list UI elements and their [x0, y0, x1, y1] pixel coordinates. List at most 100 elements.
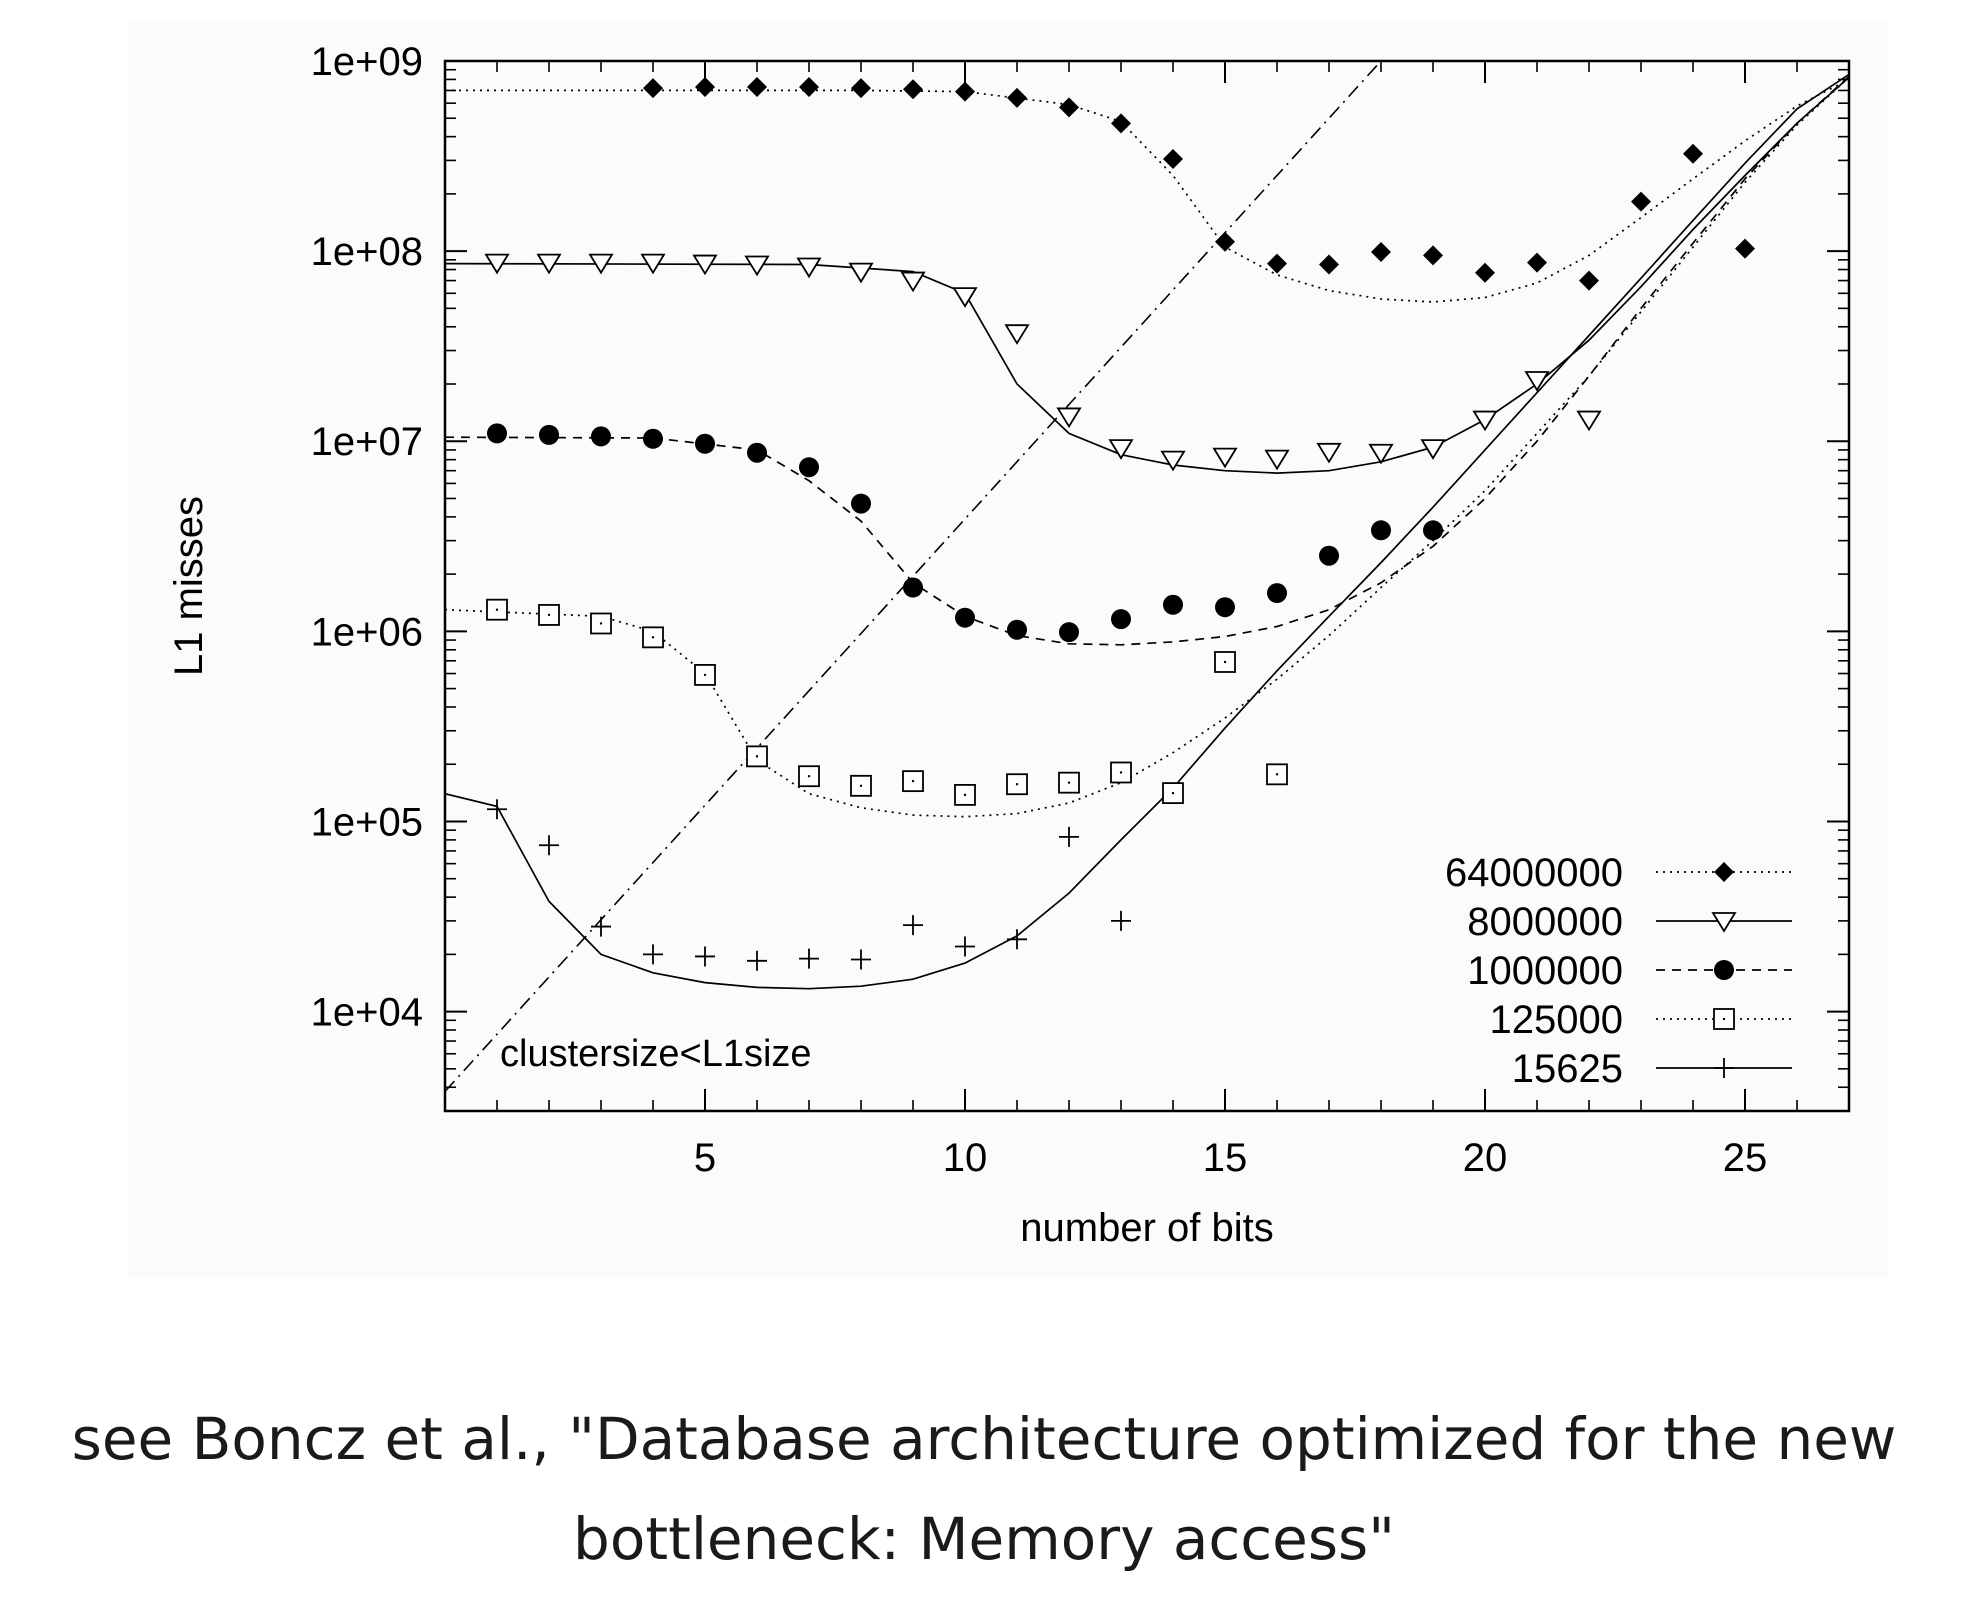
x-tick-label-5: 5 — [694, 1136, 716, 1180]
point-1000000-2 — [591, 426, 611, 447]
point-1000000-3 — [643, 428, 663, 449]
point-8000000-7 — [848, 262, 874, 284]
point-1000000-5 — [747, 442, 767, 463]
plot-frame — [443, 59, 1851, 1113]
point-64000000-18 — [1579, 270, 1599, 291]
point-8000000-4 — [692, 254, 718, 276]
point-64000000-11 — [1215, 231, 1235, 252]
point-8000000-1 — [536, 253, 562, 275]
point-1000000-11 — [1059, 622, 1079, 643]
point-125000-9 — [954, 783, 976, 806]
point-64000000-19 — [1631, 191, 1651, 212]
legend-label-15625: 15625 — [1512, 1047, 1623, 1091]
point-125000-6 — [798, 765, 820, 788]
point-64000000-21 — [1735, 238, 1755, 259]
point-8000000-2 — [588, 253, 614, 275]
point-1000000-4 — [695, 433, 715, 454]
point-15625-6 — [799, 948, 819, 969]
point-1000000-17 — [1371, 520, 1391, 541]
x-tick-label-15: 15 — [1203, 1136, 1248, 1180]
x-tick-label-25: 25 — [1723, 1136, 1768, 1180]
point-125000-7 — [850, 774, 872, 797]
point-15625-4 — [695, 946, 715, 967]
legend-label-1000000: 1000000 — [1467, 949, 1623, 993]
point-125000-14 — [1214, 651, 1236, 673]
point-1000000-12 — [1111, 609, 1131, 630]
point-8000000-8 — [900, 271, 926, 293]
legend-marker-15625 — [1714, 1058, 1734, 1078]
point-8000000-0 — [484, 253, 510, 275]
point-64000000-16 — [1475, 262, 1495, 283]
point-1000000-10 — [1007, 619, 1027, 640]
point-8000000-20 — [1524, 371, 1550, 392]
x-tick-label-10: 10 — [943, 1136, 988, 1180]
point-8000000-11 — [1056, 407, 1082, 429]
point-125000-12 — [1110, 761, 1132, 784]
point-1000000-6 — [799, 457, 819, 478]
point-8000000-15 — [1264, 449, 1290, 471]
point-125000-13 — [1162, 782, 1184, 805]
point-1000000-16 — [1319, 545, 1339, 566]
point-64000000-1 — [695, 76, 715, 97]
point-8000000-14 — [1212, 447, 1238, 469]
point-125000-4 — [694, 664, 716, 686]
point-64000000-12 — [1267, 253, 1287, 274]
point-125000-11 — [1058, 771, 1080, 794]
point-8000000-6 — [796, 257, 822, 279]
point-8000000-3 — [640, 253, 666, 275]
point-1000000-0 — [487, 423, 507, 444]
point-8000000-10 — [1004, 324, 1030, 345]
annotation-clustersize: clustersize<L1size — [500, 1033, 812, 1075]
point-8000000-9 — [952, 287, 978, 308]
point-15625-7 — [851, 949, 871, 970]
point-64000000-17 — [1527, 252, 1547, 273]
legend: 64000000 8000000 1000000 125000 15625 — [1445, 851, 1792, 1091]
point-125000-8 — [902, 770, 924, 793]
point-64000000-5 — [903, 79, 923, 100]
point-15625-2 — [591, 916, 611, 937]
axis-ticks: 1e+04 1e+05 1e+06 1e+07 1e+08 1e+09 5 10 15 20 25 — [311, 40, 1849, 1180]
fit-line-15625 — [445, 73, 1849, 990]
y-tick-label-1e+07: 1e+07 — [311, 420, 423, 464]
point-125000-2 — [590, 612, 612, 635]
point-1000000-8 — [903, 577, 923, 598]
legend-marker-125000 — [1713, 1008, 1735, 1030]
y-tick-label-1e+04: 1e+04 — [311, 991, 423, 1035]
point-125000-3 — [642, 626, 664, 649]
point-8000000-5 — [744, 255, 770, 277]
point-15625-10 — [1007, 929, 1027, 950]
legend-label-8000000: 8000000 — [1467, 900, 1623, 944]
reference-line — [445, 61, 1382, 1093]
point-64000000-8 — [1059, 97, 1079, 118]
legend-marker-1000000 — [1714, 960, 1734, 980]
point-64000000-2 — [747, 76, 767, 97]
data-markers — [484, 76, 1755, 971]
point-64000000-15 — [1423, 245, 1443, 266]
point-1000000-9 — [955, 607, 975, 628]
point-15625-11 — [1059, 826, 1079, 847]
point-1000000-13 — [1163, 594, 1183, 615]
point-64000000-14 — [1371, 241, 1391, 262]
point-64000000-20 — [1683, 143, 1703, 164]
point-8000000-21 — [1576, 410, 1602, 432]
point-15625-12 — [1111, 910, 1131, 931]
point-1000000-18 — [1423, 520, 1443, 541]
point-8000000-16 — [1316, 442, 1342, 464]
point-8000000-17 — [1368, 443, 1394, 465]
legend-label-64000000: 64000000 — [1445, 851, 1623, 895]
point-8000000-12 — [1108, 439, 1134, 460]
point-64000000-9 — [1111, 113, 1131, 134]
point-64000000-3 — [799, 76, 819, 97]
point-8000000-19 — [1472, 410, 1498, 432]
y-tick-label-1e+09: 1e+09 — [311, 40, 423, 84]
point-8000000-13 — [1160, 450, 1186, 472]
point-64000000-4 — [851, 78, 871, 99]
fit-line-1000000 — [445, 75, 1849, 646]
point-64000000-0 — [643, 78, 663, 99]
point-15625-9 — [955, 936, 975, 957]
point-15625-5 — [747, 950, 767, 971]
x-axis-title: number of bits — [1020, 1206, 1273, 1250]
y-tick-label-1e+08: 1e+08 — [311, 230, 423, 274]
point-125000-1 — [538, 604, 560, 626]
